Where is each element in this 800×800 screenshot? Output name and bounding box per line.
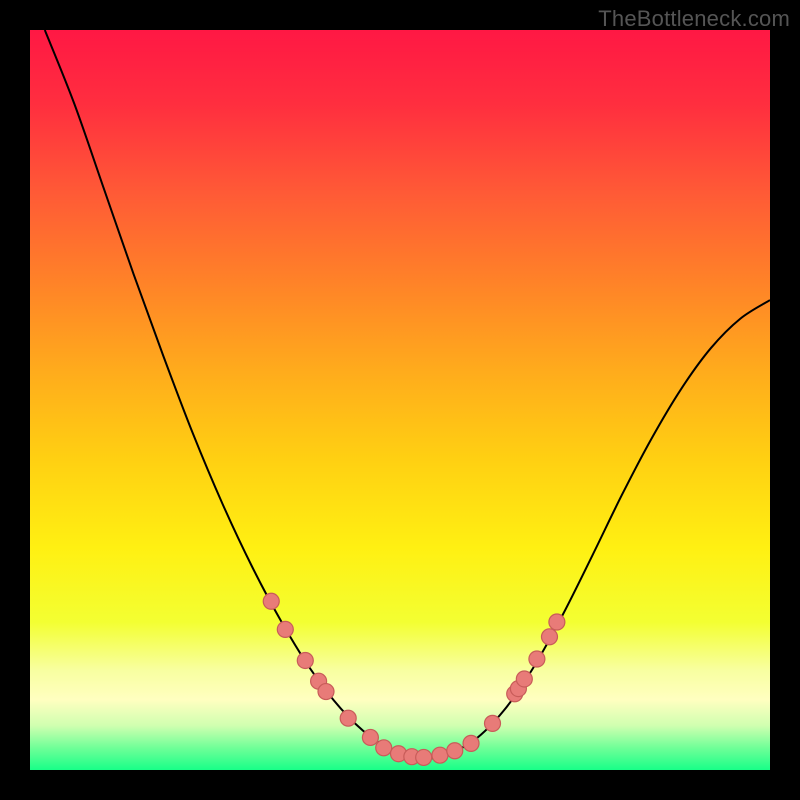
data-marker: [529, 651, 545, 667]
data-marker: [297, 652, 313, 668]
data-marker: [432, 747, 448, 763]
data-marker: [263, 593, 279, 609]
data-marker: [516, 671, 532, 687]
data-marker: [318, 684, 334, 700]
data-marker: [463, 735, 479, 751]
data-marker: [277, 621, 293, 637]
data-marker: [447, 743, 463, 759]
data-marker: [416, 749, 432, 765]
plot-background: [30, 30, 770, 770]
chart-svg: [0, 0, 800, 800]
data-marker: [549, 614, 565, 630]
data-marker: [362, 729, 378, 745]
chart-container: TheBottleneck.com: [0, 0, 800, 800]
data-marker: [485, 715, 501, 731]
data-marker: [376, 740, 392, 756]
watermark-text: TheBottleneck.com: [598, 6, 790, 32]
data-marker: [340, 710, 356, 726]
data-marker: [541, 629, 557, 645]
